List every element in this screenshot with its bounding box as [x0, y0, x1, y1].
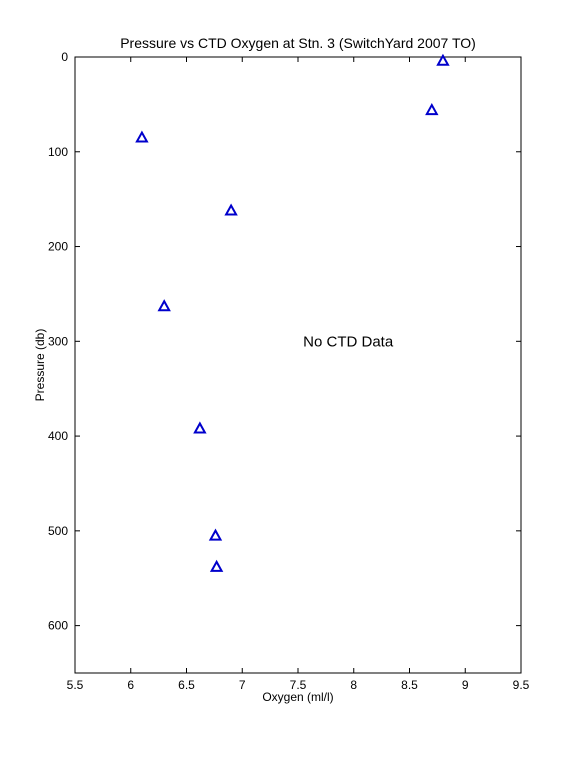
y-axis-label: Pressure (db)	[33, 329, 47, 402]
y-tick-label: 0	[61, 50, 68, 64]
axes-box	[74, 56, 522, 674]
data-point	[208, 528, 223, 541]
x-tick-label: 8	[350, 678, 357, 692]
y-axis: 0 100 200 300 400 500 600	[48, 50, 521, 633]
x-axis: 5.5 6 6.5 7 7.5 8 8.5 9 9.5	[67, 57, 530, 692]
x-tick-label: 8.5	[401, 678, 418, 692]
data-points	[135, 53, 450, 572]
data-point	[135, 130, 149, 143]
plot-area	[74, 56, 522, 674]
no-data-annotation: No CTD Data	[303, 333, 394, 350]
x-axis-label: Oxygen (ml/l)	[262, 690, 333, 704]
data-point	[157, 299, 171, 312]
x-tick-label: 5.5	[67, 678, 84, 692]
x-tick-label: 6.5	[178, 678, 195, 692]
y-tick-label: 600	[48, 619, 68, 633]
data-point	[425, 103, 439, 116]
data-point	[436, 53, 450, 66]
y-tick-label: 200	[48, 240, 68, 254]
data-point	[209, 559, 224, 572]
y-tick-label: 100	[48, 145, 68, 159]
data-point	[193, 421, 207, 434]
y-tick-label: 300	[48, 334, 68, 348]
x-tick-label: 6	[127, 678, 134, 692]
y-tick-label: 400	[48, 429, 68, 443]
chart-title: Pressure vs CTD Oxygen at Stn. 3 (Switch…	[120, 35, 476, 51]
y-tick-label: 500	[48, 524, 68, 538]
x-tick-label: 7	[239, 678, 246, 692]
x-tick-label: 7.5	[290, 678, 307, 692]
data-point	[224, 203, 238, 216]
x-tick-label: 9.5	[513, 678, 530, 692]
x-tick-label: 9	[462, 678, 469, 692]
